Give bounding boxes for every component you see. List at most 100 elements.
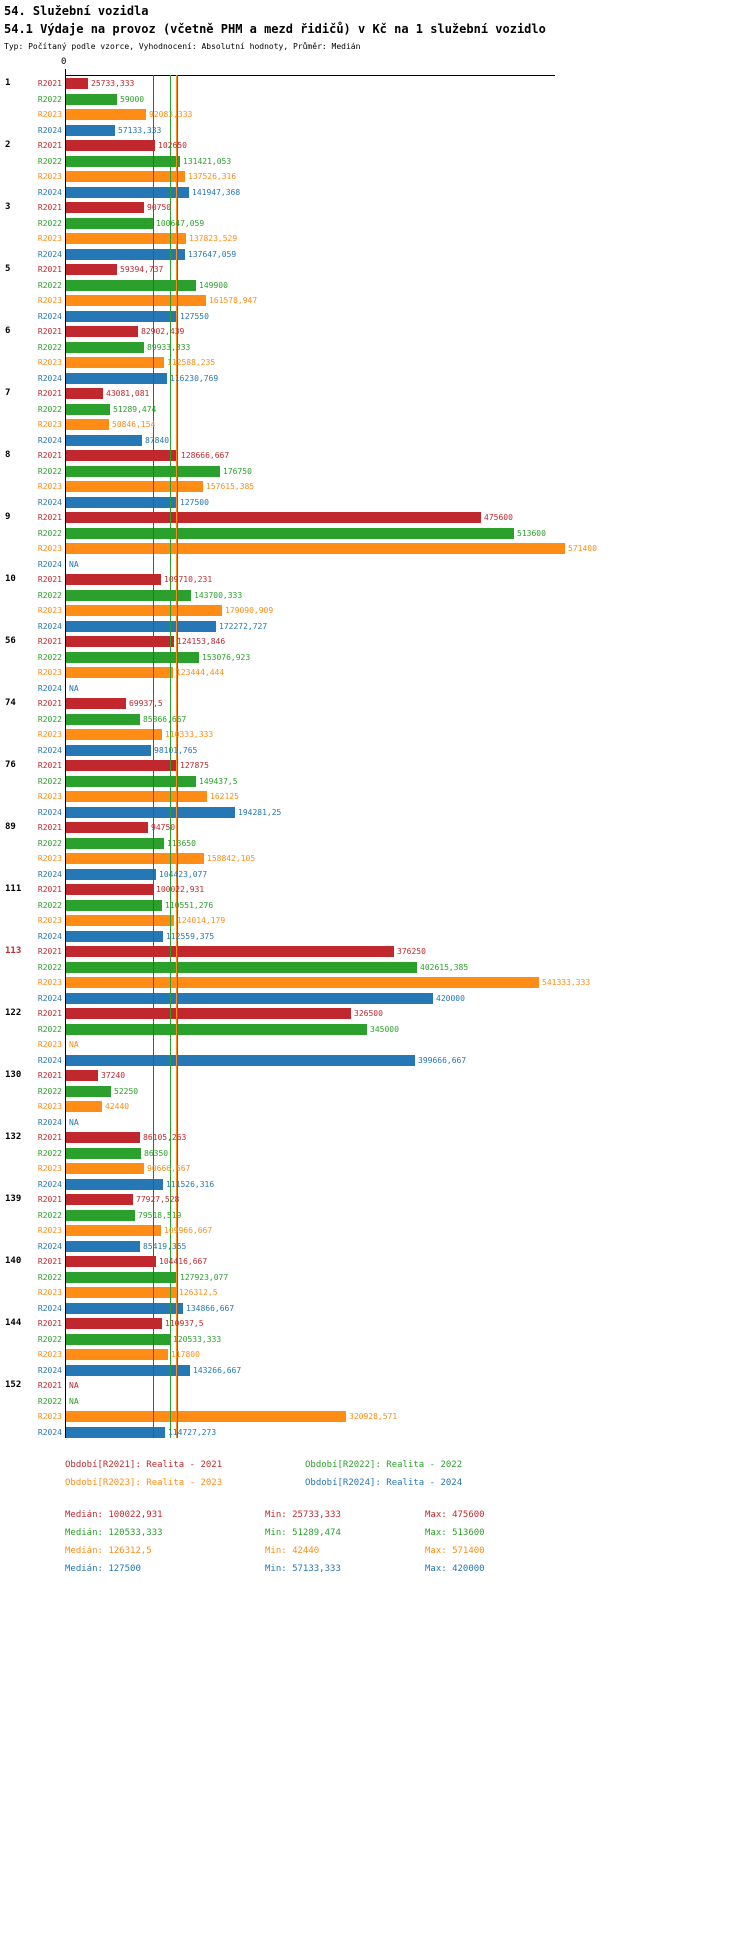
- value-label: 137823,529: [189, 234, 238, 243]
- value-label: 376250: [397, 947, 426, 956]
- bar-10-r2021: [65, 574, 161, 585]
- legend-item-r2024: Období[R2024]: Realita - 2024: [305, 1478, 463, 1488]
- series-label: R2022: [37, 591, 62, 600]
- stat-max-r2023: Max: 571400: [425, 1546, 485, 1556]
- bar-140-r2021: [65, 1256, 156, 1267]
- series-label: R2024: [37, 994, 62, 1003]
- series-label: R2021: [37, 141, 62, 150]
- bar-140-r2023: [65, 1287, 176, 1298]
- bar-7-r2024: [65, 435, 142, 446]
- bar-130-r2022: [65, 1086, 111, 1097]
- value-label: 149900: [199, 281, 228, 290]
- series-label: R2022: [37, 529, 62, 538]
- value-label: 104416,667: [159, 1257, 208, 1266]
- group-label: 144: [5, 1318, 22, 1328]
- stat-min-r2022: Min: 51289,474: [265, 1528, 341, 1538]
- series-label: R2022: [37, 281, 62, 290]
- value-label: 127923,077: [180, 1273, 229, 1282]
- series-label: R2024: [37, 1428, 62, 1437]
- bar-144-r2021: [65, 1318, 162, 1329]
- series-label: R2021: [37, 1195, 62, 1204]
- series-label: R2022: [37, 715, 62, 724]
- value-label: 116230,769: [170, 374, 219, 383]
- series-label: R2024: [37, 622, 62, 631]
- series-label: R2021: [37, 761, 62, 770]
- bar-122-r2024: [65, 1055, 415, 1066]
- value-label: 120533,333: [173, 1335, 222, 1344]
- bar-2-r2021: [65, 140, 155, 151]
- series-label: R2022: [37, 95, 62, 104]
- group-label: 74: [5, 698, 16, 708]
- bar-89-r2023: [65, 853, 204, 864]
- group-label: 111: [5, 884, 22, 894]
- bar-9-r2023: [65, 543, 565, 554]
- group-label: 5: [5, 264, 11, 274]
- bar-76-r2024: [65, 807, 235, 818]
- value-label: 179090,909: [225, 606, 274, 615]
- series-label: R2023: [37, 916, 62, 925]
- series-label: R2023: [37, 730, 62, 739]
- axis-top-line: [65, 75, 555, 76]
- bar-139-r2024: [65, 1241, 140, 1252]
- series-label: R2024: [37, 1366, 62, 1375]
- series-label: R2022: [37, 1397, 62, 1406]
- value-label: 143700,333: [194, 591, 243, 600]
- value-label: 50846,154: [112, 420, 156, 429]
- na-label: NA: [69, 1118, 79, 1127]
- bar-6-r2023: [65, 357, 164, 368]
- series-label: R2021: [37, 1133, 62, 1142]
- group-label: 1: [5, 78, 11, 88]
- bar-132-r2023: [65, 1163, 144, 1174]
- series-label: R2021: [37, 513, 62, 522]
- value-label: 100022,931: [156, 885, 205, 894]
- value-label: 114727,273: [168, 1428, 217, 1437]
- bar-7-r2022: [65, 404, 110, 415]
- bar-1-r2024: [65, 125, 115, 136]
- series-label: R2024: [37, 870, 62, 879]
- value-label: 141947,368: [192, 188, 241, 197]
- series-label: R2021: [37, 1381, 62, 1390]
- bar-122-r2021: [65, 1008, 351, 1019]
- series-label: R2023: [37, 1288, 62, 1297]
- group-label: 132: [5, 1132, 22, 1142]
- bar-6-r2021: [65, 326, 138, 337]
- series-label: R2024: [37, 312, 62, 321]
- series-label: R2023: [37, 1226, 62, 1235]
- bar-5-r2023: [65, 295, 206, 306]
- bar-89-r2024: [65, 869, 156, 880]
- value-label: 59000: [120, 95, 145, 104]
- series-label: R2023: [37, 296, 62, 305]
- value-label: 143266,667: [193, 1366, 242, 1375]
- value-label: 172272,727: [219, 622, 268, 631]
- median-line-r2024: [177, 75, 178, 1438]
- stat-min-r2024: Min: 57133,333: [265, 1564, 341, 1574]
- value-label: 420000: [436, 994, 465, 1003]
- series-label: R2022: [37, 343, 62, 352]
- series-label: R2021: [37, 1071, 62, 1080]
- bar-74-r2023: [65, 729, 162, 740]
- value-label: 124153,846: [177, 637, 226, 646]
- series-label: R2022: [37, 467, 62, 476]
- bar-5-r2024: [65, 311, 177, 322]
- group-label: 76: [5, 760, 16, 770]
- series-label: R2024: [37, 932, 62, 941]
- group-label: 139: [5, 1194, 22, 1204]
- axis-zero-label: 0: [61, 57, 67, 67]
- stat-median-r2022: Medián: 120533,333: [65, 1528, 163, 1538]
- value-label: 86105,263: [143, 1133, 187, 1142]
- value-label: 320928,571: [349, 1412, 398, 1421]
- series-label: R2023: [37, 854, 62, 863]
- value-label: 69937,5: [129, 699, 163, 708]
- series-label: R2022: [37, 405, 62, 414]
- value-label: 475600: [484, 513, 513, 522]
- legend-item-r2021: Období[R2021]: Realita - 2021: [65, 1460, 223, 1470]
- bar-10-r2022: [65, 590, 191, 601]
- bar-113-r2022: [65, 962, 417, 973]
- bar-111-r2023: [65, 915, 174, 926]
- bar-8-r2023: [65, 481, 203, 492]
- value-label: 111526,316: [166, 1180, 215, 1189]
- series-label: R2021: [37, 451, 62, 460]
- value-label: 51289,474: [113, 405, 157, 414]
- value-label: 43081,081: [106, 389, 150, 398]
- median-line-r2022: [170, 75, 171, 1438]
